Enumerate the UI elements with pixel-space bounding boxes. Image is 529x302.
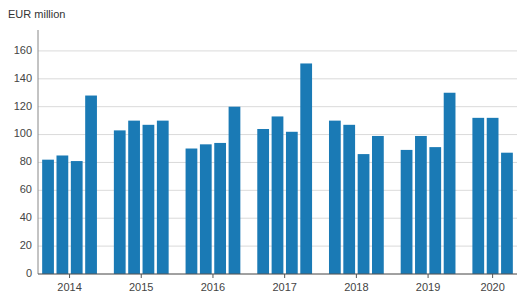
bar — [42, 160, 54, 274]
y-axis-line — [38, 30, 39, 274]
x-tick — [492, 274, 493, 278]
grid-line — [38, 78, 517, 79]
bar — [472, 118, 484, 274]
y-tick-label: 100 — [14, 127, 32, 139]
x-tick — [141, 274, 142, 278]
bar — [57, 155, 69, 274]
x-tick — [356, 274, 357, 278]
bar — [286, 132, 298, 274]
bar — [272, 116, 284, 274]
bar — [372, 136, 384, 274]
page: {"chart_data": {"type": "bar", "ylabel":… — [0, 0, 529, 302]
bar — [85, 96, 97, 274]
bar — [71, 161, 83, 274]
x-tick — [69, 274, 70, 278]
x-tick-labels: 2014 2015 2016 2017 2018 2019 2020 — [57, 274, 505, 293]
grid-line — [38, 50, 517, 51]
chart-svg: 0204060801001201401602014201520162017201… — [0, 0, 529, 302]
bar — [501, 153, 513, 274]
y-tick-labels: 0 20 40 60 80 100 120 140 160 — [14, 44, 32, 279]
bar — [114, 130, 126, 274]
bar — [143, 125, 155, 274]
y-tick-label: 160 — [14, 44, 32, 56]
y-tick-label: 120 — [14, 100, 32, 112]
x-tick-label: 2015 — [129, 281, 153, 293]
bar — [401, 150, 413, 274]
y-axis-label: EUR million — [8, 8, 65, 20]
bar — [415, 136, 427, 274]
y-tick-label: 40 — [20, 211, 32, 223]
bar — [186, 149, 198, 274]
y-tick-label: 60 — [20, 183, 32, 195]
x-tick-label: 2018 — [344, 281, 368, 293]
x-tick-label: 2020 — [480, 281, 504, 293]
bar — [343, 125, 355, 274]
x-tick-label: 2014 — [57, 281, 81, 293]
y-tick-label: 20 — [20, 239, 32, 251]
x-tick — [428, 274, 429, 278]
x-tick — [212, 274, 213, 278]
x-tick — [284, 274, 285, 278]
bar — [257, 129, 269, 274]
x-tick-label: 2016 — [201, 281, 225, 293]
y-tick-label: 0 — [26, 267, 32, 279]
bar — [214, 143, 226, 274]
bar — [128, 121, 140, 274]
x-tick-label: 2019 — [416, 281, 440, 293]
bar — [300, 63, 312, 274]
chart-container: 0204060801001201401602014201520162017201… — [0, 0, 529, 302]
bars — [42, 63, 513, 274]
bar — [358, 154, 370, 274]
grid — [38, 51, 517, 274]
x-axis-line — [38, 274, 517, 275]
bar — [157, 121, 169, 274]
bar — [229, 107, 241, 274]
bar — [200, 144, 212, 274]
y-tick-label: 80 — [20, 155, 32, 167]
x-tick-label: 2017 — [272, 281, 296, 293]
bar — [429, 147, 441, 274]
bar — [444, 93, 456, 274]
y-tick-label: 140 — [14, 72, 32, 84]
grid-line — [38, 274, 517, 275]
bar — [487, 118, 499, 274]
bar — [329, 121, 341, 274]
